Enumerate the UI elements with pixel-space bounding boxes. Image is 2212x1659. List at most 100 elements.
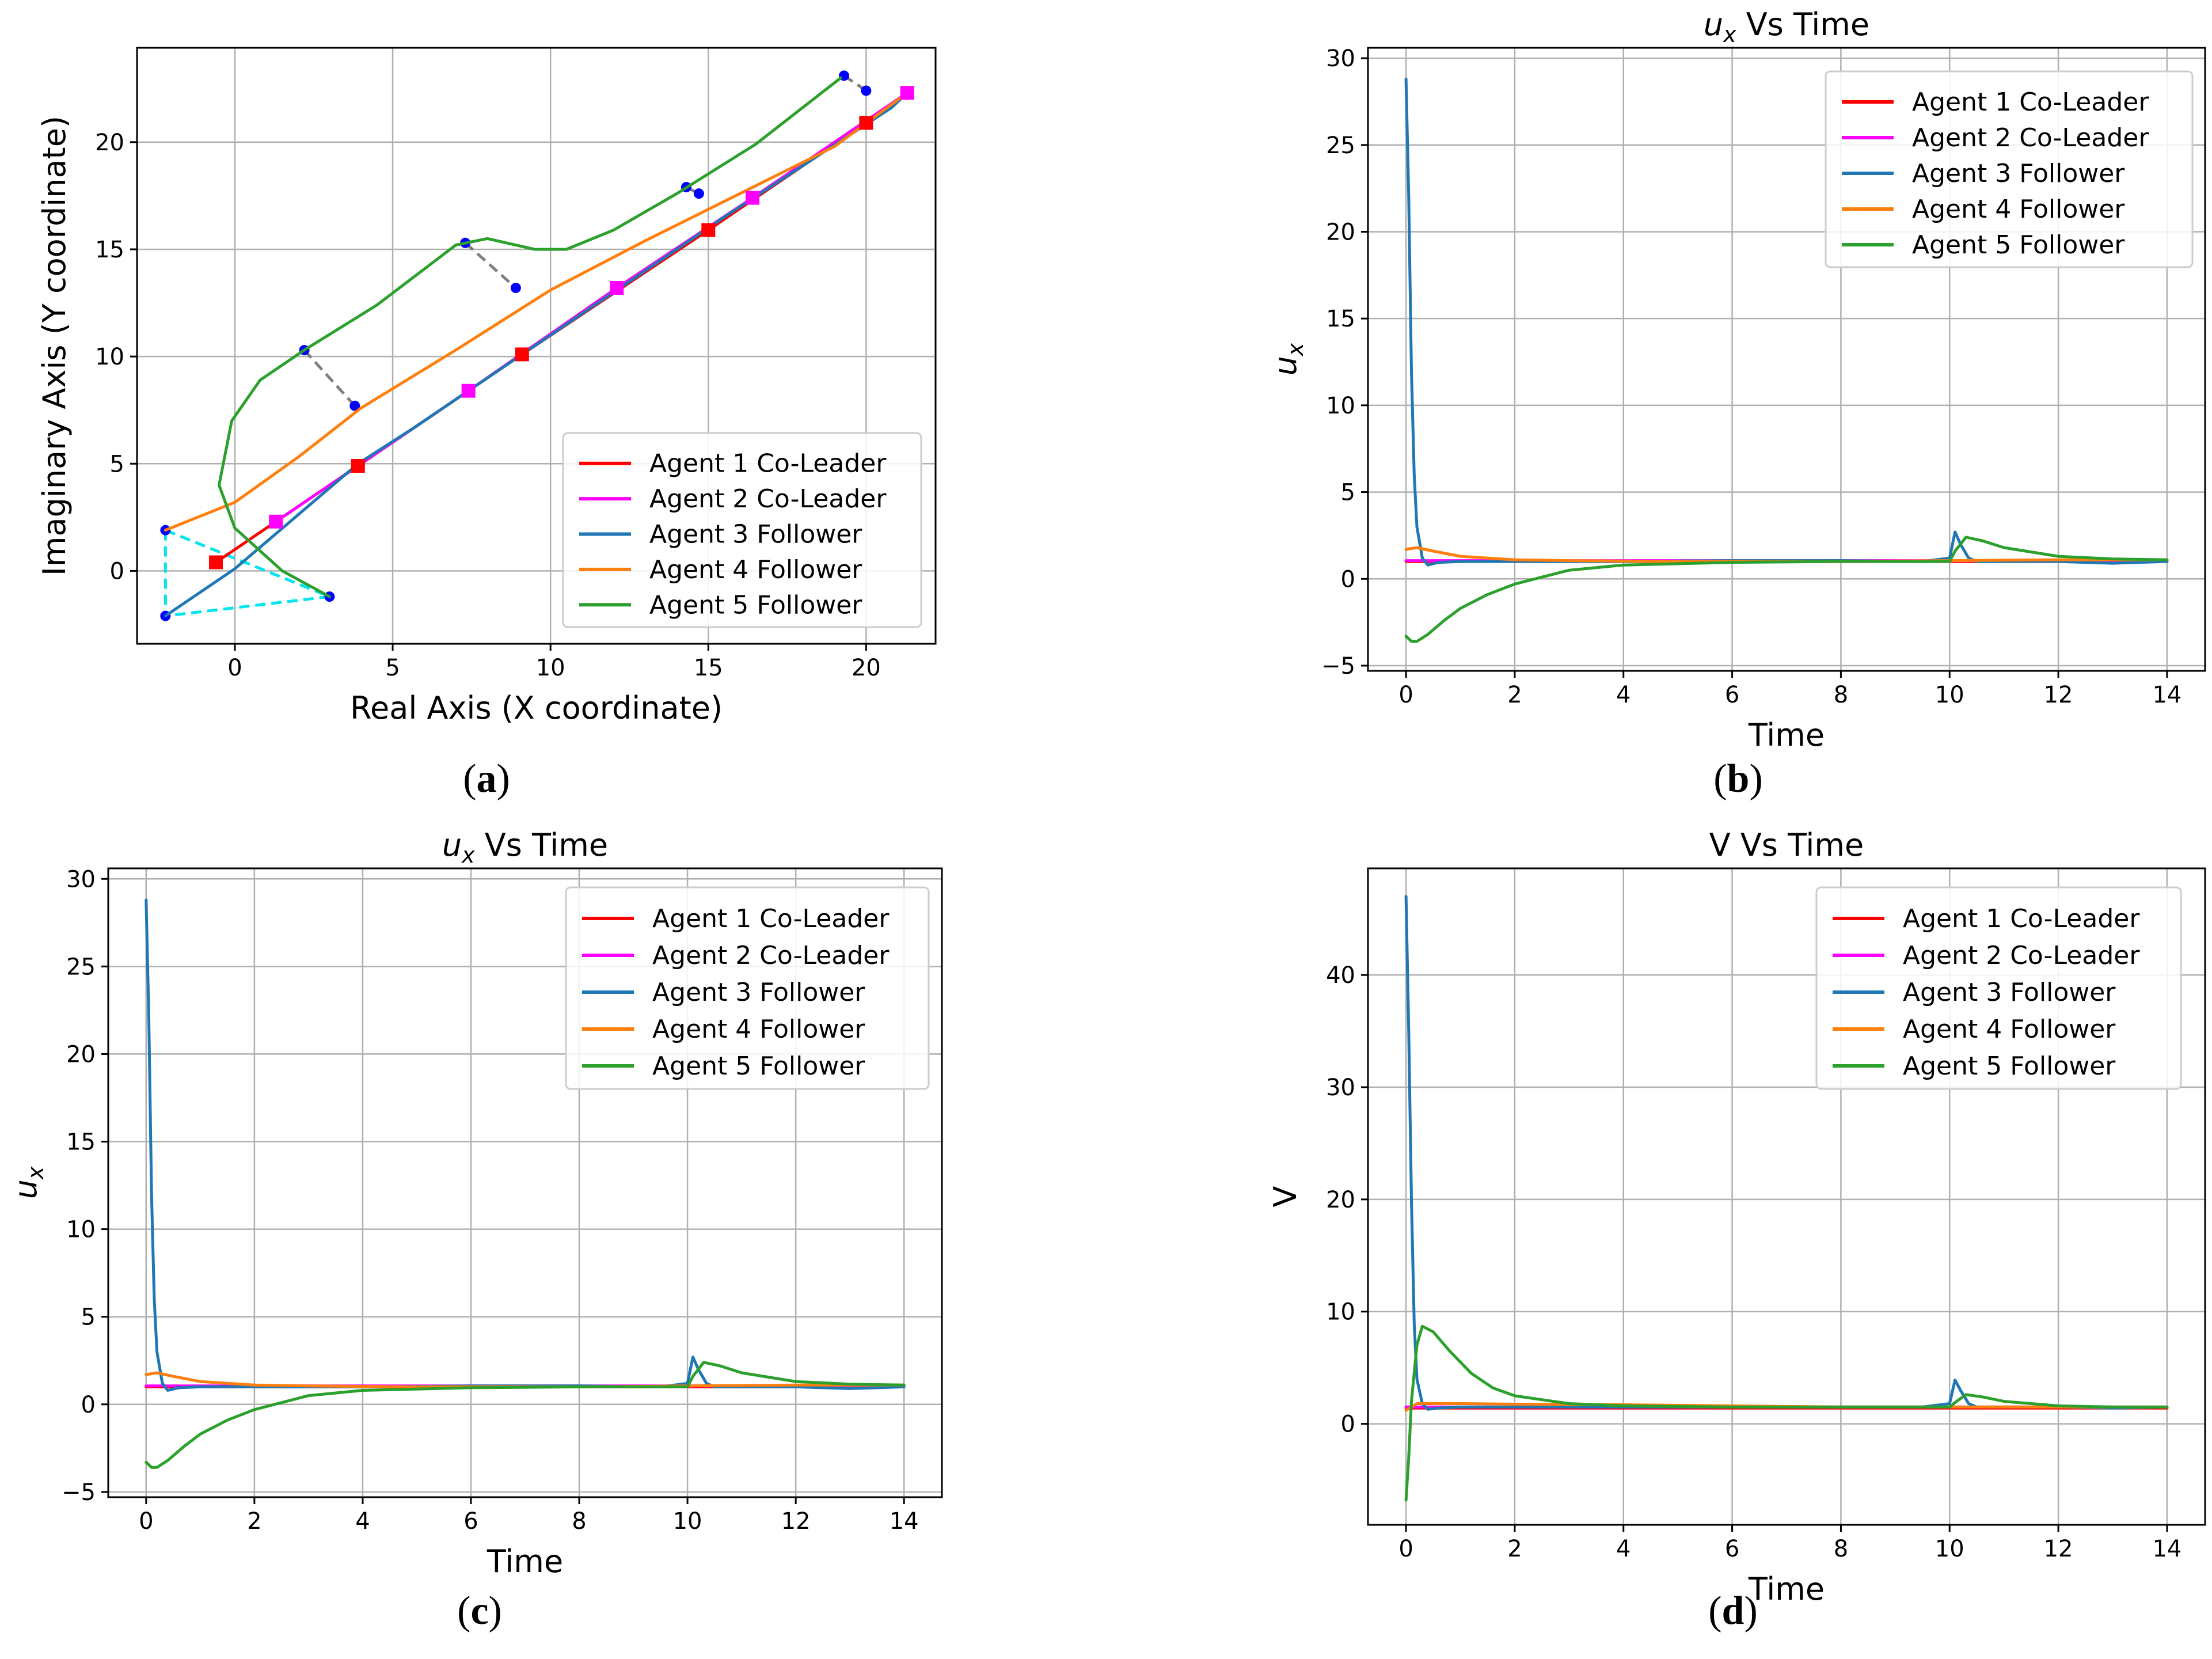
series-line	[1404, 546, 2169, 563]
title-subscript: x	[461, 842, 475, 868]
legend-label: Agent 4 Follower	[652, 1015, 865, 1044]
caption-open: (	[457, 1589, 470, 1633]
y-tick-label: 5	[1341, 480, 1355, 506]
co-leader-1-marker	[701, 223, 716, 237]
x-tick-label: 6	[463, 1508, 478, 1535]
co-leader-1-marker	[209, 555, 223, 570]
legend-label: Agent 1 Co-Leader	[1903, 904, 2140, 933]
legend-label: Agent 4 Follower	[1903, 1015, 2116, 1044]
series-line	[218, 76, 842, 598]
y-tick-label: 20	[95, 130, 124, 156]
x-axis-label: Time	[487, 1543, 563, 1580]
panel-caption: (a)	[463, 757, 510, 801]
x-axis-label: Time	[1748, 717, 1825, 753]
x-tick-label: 2	[1507, 1536, 1522, 1562]
y-tick-label: 0	[1341, 1411, 1355, 1438]
legend-label: Agent 3 Follower	[652, 978, 865, 1007]
panel-caption: (d)	[1708, 1589, 1758, 1633]
co-leader-2-marker	[610, 280, 624, 295]
y-tick-label: 15	[66, 1129, 96, 1156]
legend-label: Agent 1 Co-Leader	[649, 449, 887, 479]
caption-open: (	[1713, 757, 1727, 801]
y-tick-label: 0	[110, 558, 124, 584]
y-tick-label: −5	[62, 1479, 96, 1506]
agent-marker	[693, 188, 704, 199]
co-leader-2-marker	[746, 191, 760, 205]
plot-frame	[1367, 867, 2206, 1526]
y-tick-label: 15	[95, 237, 124, 263]
caption-close: )	[489, 1589, 502, 1633]
caption-open: (	[1708, 1589, 1721, 1633]
series-line	[145, 1371, 906, 1388]
caption-letter: c	[470, 1589, 488, 1633]
y-tick-label: 0	[1341, 566, 1355, 593]
legend-box	[565, 886, 930, 1090]
x-tick-label: 12	[2044, 1536, 2073, 1562]
formation-edge	[165, 595, 330, 618]
chart-title: V Vs Time	[1709, 827, 1864, 863]
co-leader-1-marker	[351, 458, 365, 473]
x-tick-label: 4	[1616, 682, 1631, 708]
agent-marker	[510, 282, 521, 293]
legend-label: Agent 2 Co-Leader	[649, 484, 887, 514]
co-leader-2-marker	[269, 514, 283, 529]
title-rest: Vs Time	[1736, 6, 1870, 43]
y-tick-label: 20	[1326, 1187, 1355, 1213]
legend-label: Agent 3 Follower	[1912, 159, 2125, 188]
legend-box	[1815, 886, 2182, 1090]
y-tick-label: 40	[1326, 962, 1355, 989]
x-tick-label: 2	[247, 1508, 261, 1535]
x-axis-label: Real Axis (X coordinate)	[350, 690, 723, 726]
legend-label: Agent 5 Follower	[1903, 1051, 2116, 1081]
y-tick-label: 25	[1326, 132, 1355, 159]
x-tick-label: 10	[673, 1508, 702, 1535]
caption-letter: b	[1727, 757, 1750, 801]
y-tick-label: 10	[1326, 393, 1355, 419]
formation-edge	[464, 241, 517, 289]
formation-edge	[165, 529, 330, 598]
x-tick-label: 4	[355, 1508, 370, 1535]
x-tick-label: 20	[852, 655, 881, 681]
x-tick-label: 14	[2152, 682, 2181, 708]
x-tick-label: 10	[536, 655, 565, 681]
caption-close: )	[1744, 1589, 1757, 1633]
caption-letter: a	[477, 757, 497, 801]
formation-edge	[303, 349, 356, 407]
chart-title: ux Vs Time	[442, 827, 608, 868]
y-tick-label: 25	[66, 954, 96, 980]
y-tick-label: 30	[1326, 1075, 1355, 1101]
y-tick-label: 20	[1326, 219, 1355, 245]
title-symbol: u	[442, 827, 462, 863]
x-tick-label: 14	[2152, 1536, 2181, 1562]
y-axis-label: V	[1267, 1186, 1303, 1207]
series-line	[145, 1361, 906, 1469]
caption-close: )	[1749, 757, 1762, 801]
panel-caption: (b)	[1713, 757, 1763, 801]
y-tick-label: 30	[66, 866, 96, 893]
legend-label: Agent 5 Follower	[1912, 230, 2125, 260]
y-label-symbol: u	[1267, 356, 1303, 375]
y-tick-label: 10	[95, 344, 124, 370]
legend-label: Agent 3 Follower	[1903, 978, 2116, 1007]
panel-a: 0 5 10 15 20 0 5 10 15 20 Real Axis (X coordinate)…	[36, 47, 937, 801]
x-axis-label: Time	[1748, 1571, 1825, 1607]
panel-caption: (c)	[457, 1589, 502, 1633]
series-line	[1404, 1324, 2169, 1502]
y-tick-label: 30	[1326, 45, 1355, 72]
series-line	[1404, 536, 2169, 643]
panel-d: 0 2 4 6 8 10 12 14 0 10 20 30 40 V Vs Time Time V Agent …	[1267, 827, 2206, 1633]
legend-label: Agent 2 Co-Leader	[1912, 123, 2149, 153]
agent-marker	[861, 85, 872, 96]
legend-label: Agent 1 Co-Leader	[652, 904, 890, 933]
x-tick-label: 15	[694, 655, 723, 681]
title-rest: Vs Time	[475, 827, 609, 863]
x-tick-label: 12	[2044, 682, 2073, 708]
y-tick-label: 10	[1326, 1299, 1355, 1326]
y-tick-label: 5	[81, 1304, 96, 1331]
y-axis-label: ux	[7, 1166, 48, 1199]
caption-close: )	[497, 757, 510, 801]
y-tick-label: −5	[1321, 653, 1355, 679]
